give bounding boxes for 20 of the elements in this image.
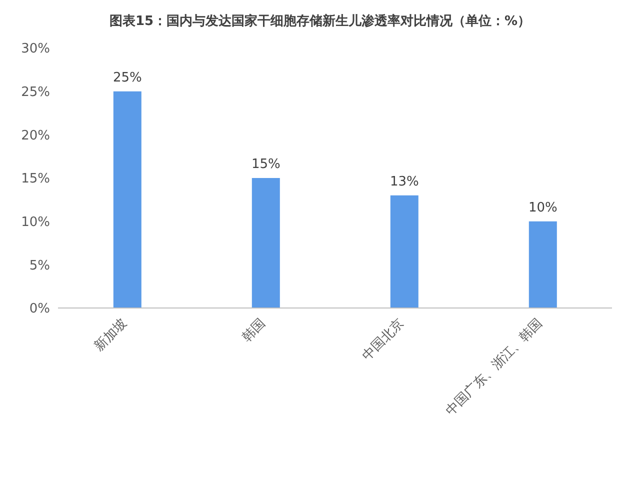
x-tick-label: 中国北京 [360, 316, 408, 364]
y-tick-label: 20% [21, 128, 50, 144]
data-label: 10% [528, 200, 558, 216]
bar [113, 91, 142, 308]
chart-title: 图表15：国内与发达国家干细胞存储新生儿渗透率对比情况（单位：%） [108, 12, 532, 31]
x-tick-label: 中国广东、浙江、韩国 [443, 316, 546, 419]
bar [528, 221, 557, 308]
y-tick-label: 30% [21, 42, 50, 57]
y-tick-label: 5% [29, 258, 50, 274]
y-tick-label: 15% [21, 172, 50, 187]
y-tick-label: 25% [21, 84, 50, 100]
bar [252, 178, 280, 308]
data-label: 25% [112, 70, 142, 86]
x-tick-label: 新加坡 [92, 316, 130, 354]
x-tick-label: 韩国 [240, 316, 269, 346]
bar [390, 195, 418, 308]
y-tick-label: 0% [29, 302, 50, 317]
y-tick-label: 10% [21, 214, 50, 230]
data-label: 13% [390, 174, 419, 190]
data-label: 15% [251, 157, 280, 172]
